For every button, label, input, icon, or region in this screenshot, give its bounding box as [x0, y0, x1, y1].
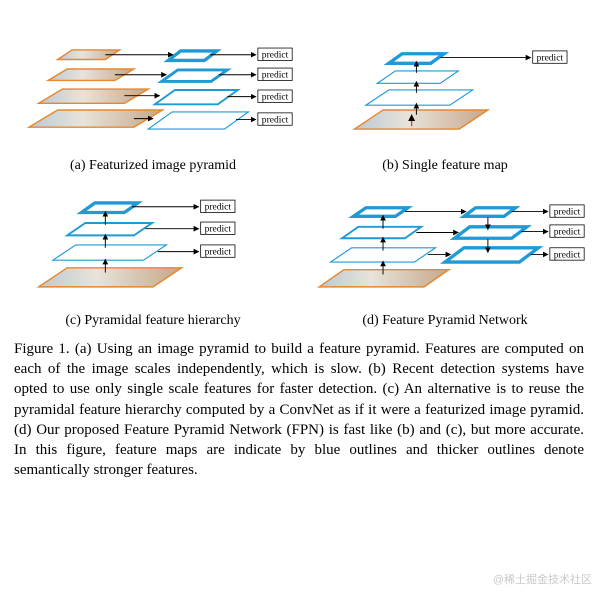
predict-label: predict [554, 250, 581, 260]
predict-label: predict [262, 71, 289, 81]
feat-stack [354, 54, 487, 129]
arrows-lr [105, 55, 173, 119]
panel-d: predict predict predict (d) Feature Pyra… [302, 182, 588, 329]
panel-c-caption: (c) Pyramidal feature hierarchy [10, 313, 296, 329]
panel-d-svg: predict predict predict [302, 182, 588, 306]
feat-right [445, 208, 538, 262]
predict-label: predict [262, 51, 289, 61]
panel-a-caption: (a) Featurized image pyramid [10, 158, 296, 174]
watermark: @稀土掘金技术社区 [493, 571, 592, 587]
panel-a: predict predict predict predict (a) Feat… [10, 8, 296, 174]
panel-c-svg: predict predict predict [10, 182, 296, 306]
predict-boxes: predict predict predict [550, 205, 584, 260]
predict-label: predict [205, 225, 232, 235]
panel-d-caption: (d) Feature Pyramid Network [302, 313, 588, 329]
predict-label: predict [554, 227, 581, 237]
predict-label: predict [262, 93, 289, 103]
predict-label: predict [554, 207, 581, 217]
image-pyramid [29, 50, 162, 127]
base-image [39, 268, 182, 287]
figure-caption: Figure 1. (a) Using an image pyramid to … [10, 339, 588, 481]
predict-boxes: predict predict predict predict [258, 48, 292, 125]
feature-pyramid [148, 51, 248, 129]
base-image [319, 270, 449, 287]
panel-b-caption: (b) Single feature map [302, 158, 588, 174]
panel-b-svg: predict [302, 8, 588, 151]
predict-label: predict [262, 115, 289, 125]
predict-label: predict [205, 203, 232, 213]
arrows-pred [210, 55, 256, 120]
predict-label: predict [537, 53, 564, 63]
panel-c: predict predict predict (c) Pyramidal fe… [10, 182, 296, 329]
predict-label: predict [205, 247, 232, 257]
feat-stack [53, 203, 166, 260]
panel-a-svg: predict predict predict predict [10, 8, 296, 151]
predict-boxes: predict predict predict [201, 200, 235, 257]
figure-grid: predict predict predict predict (a) Feat… [10, 8, 588, 329]
panel-b: predict (b) Single feature map [302, 8, 588, 174]
